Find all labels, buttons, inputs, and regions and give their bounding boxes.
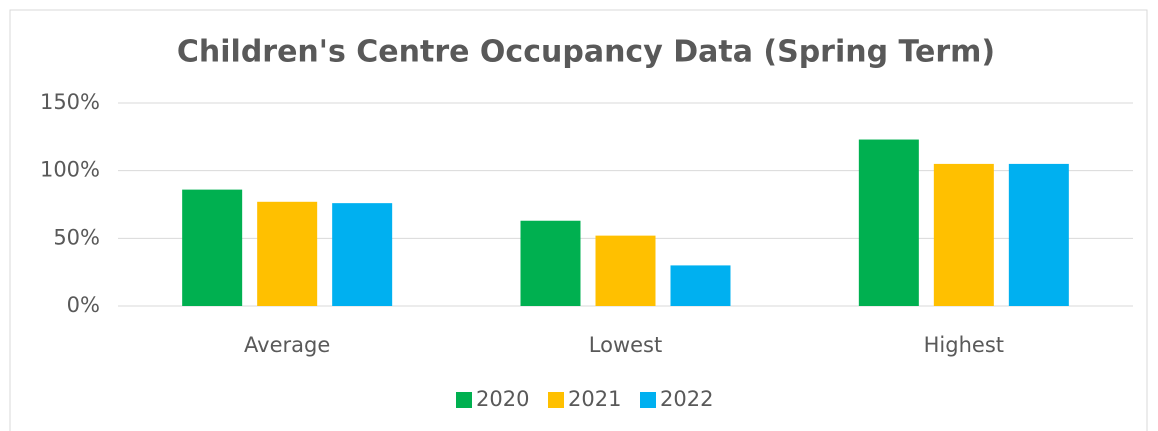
y-tick-label: 0% (67, 293, 100, 317)
bar (933, 163, 994, 306)
x-tick-label: Lowest (589, 333, 662, 357)
x-tick-label: Highest (924, 333, 1004, 357)
bar (520, 220, 581, 306)
legend-swatch (548, 392, 564, 408)
y-tick-label: 100% (40, 158, 100, 182)
bar (670, 265, 731, 306)
legend-label: 2020 (476, 387, 529, 411)
bar (858, 139, 919, 306)
bar (182, 189, 243, 306)
legend-label: 2021 (568, 387, 621, 411)
y-tick-label: 50% (53, 225, 100, 249)
bar (1008, 163, 1069, 306)
chart-title: Children's Centre Occupancy Data (Spring… (177, 35, 995, 70)
bar (257, 201, 318, 306)
legend-label: 2022 (660, 387, 713, 411)
x-tick-label: Average (244, 333, 330, 357)
legend-swatch (640, 392, 656, 408)
bar (595, 235, 656, 306)
legend-swatch (456, 392, 472, 408)
y-tick-label: 150% (40, 90, 100, 114)
bar (332, 203, 393, 306)
chart-border (9, 9, 1148, 431)
